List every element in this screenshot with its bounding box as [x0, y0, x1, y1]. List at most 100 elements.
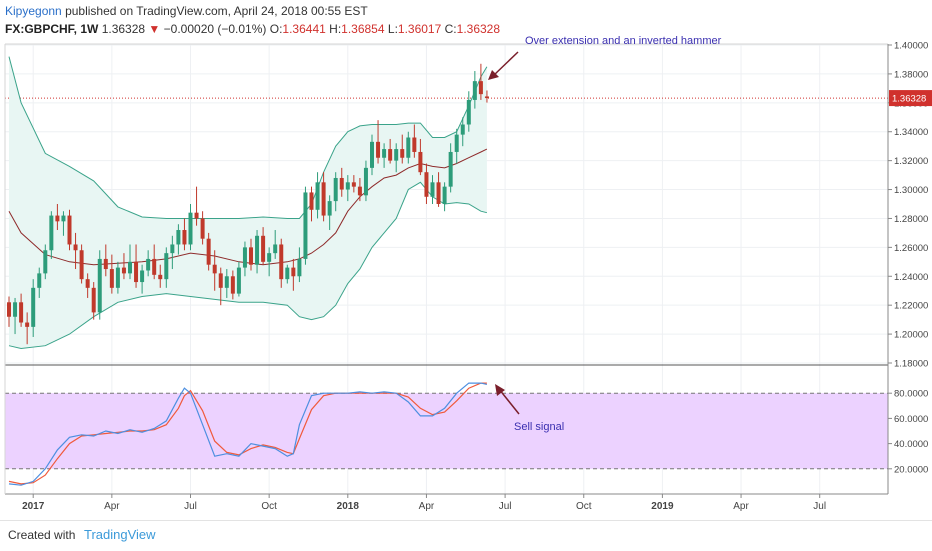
candle-body [388, 149, 393, 161]
time-tick-label: Apr [104, 501, 120, 512]
candle-body [430, 182, 435, 197]
candle [333, 172, 338, 212]
candle-body [146, 258, 151, 271]
low-value: 1.36017 [397, 22, 442, 36]
candle-body [376, 141, 381, 158]
time-tick-label: Jul [184, 501, 197, 512]
candle-body [61, 215, 66, 222]
candle-body [394, 149, 399, 161]
candle-body [37, 273, 42, 288]
candle-body [128, 261, 132, 274]
candle [158, 264, 163, 288]
candle [309, 186, 314, 222]
candle-body [67, 215, 72, 245]
candle-body [345, 182, 350, 190]
candle-body [291, 267, 296, 277]
current-price-tag [889, 90, 932, 107]
candle-body [164, 253, 169, 280]
candle [140, 264, 145, 294]
annotation-sell-signal: Sell signal [514, 421, 564, 433]
candle-body [170, 244, 175, 254]
candle [351, 175, 356, 193]
candle-body [351, 182, 356, 187]
candle [418, 138, 423, 176]
candle-body [406, 137, 411, 158]
time-tick-label: Apr [733, 501, 749, 512]
price-tick-label: 1.20000 [894, 330, 928, 341]
candle-body [303, 192, 308, 259]
current-price-label: 1.36328 [892, 94, 926, 105]
candle-body [363, 167, 368, 196]
candle [79, 244, 84, 284]
candle [188, 204, 193, 251]
price-tick-label: 1.28000 [894, 214, 928, 225]
bollinger-basis-line [8, 148, 488, 266]
footer: Created with TradingView [0, 520, 932, 551]
candle [448, 143, 453, 193]
candle-body [418, 151, 423, 173]
candle-body [285, 267, 290, 280]
candle [345, 175, 350, 202]
price-tick-label: 1.30000 [894, 185, 928, 196]
stochastic-pane [5, 382, 888, 486]
price-tick-label: 1.32000 [894, 156, 928, 167]
candle [200, 211, 205, 245]
candle-body [442, 186, 447, 204]
candle-body [140, 270, 145, 283]
candle [357, 177, 362, 202]
down-arrow-icon: ▼ [148, 22, 161, 36]
candle-body [115, 267, 120, 288]
time-tick-label: Apr [419, 501, 435, 512]
candle [273, 230, 278, 259]
candle [261, 227, 266, 265]
candle [388, 138, 393, 164]
candle [13, 297, 18, 335]
candle [37, 267, 42, 298]
candle-body [255, 235, 260, 265]
candle [430, 175, 435, 204]
candle [19, 293, 24, 327]
candle-body [188, 212, 193, 245]
candle [242, 241, 247, 277]
tradingview-logo[interactable]: TradingView [84, 527, 156, 542]
chart-canvas[interactable]: 1.400001.380001.360001.340001.320001.300… [0, 0, 932, 520]
candle-body [382, 149, 387, 158]
close-value: 1.36328 [456, 22, 501, 36]
last-price: 1.36328 [101, 22, 146, 36]
annotation-overextension: Over extension and an inverted hammer [525, 35, 722, 47]
candle-body [333, 177, 338, 202]
candle [382, 143, 387, 168]
candle [406, 131, 411, 164]
candle [303, 186, 308, 265]
candle [230, 270, 235, 300]
price-tick-label: 1.22000 [894, 301, 928, 312]
price-tick-label: 1.38000 [894, 69, 928, 80]
candle-body [454, 134, 459, 152]
candle-body [152, 258, 157, 275]
candle [212, 250, 217, 291]
candle-body [448, 151, 453, 187]
candle-body [297, 258, 302, 277]
candle [67, 209, 72, 251]
candle-body [309, 192, 314, 210]
candle-body [121, 267, 126, 274]
candle [97, 250, 102, 320]
candle-body [13, 302, 18, 317]
candle-body [85, 279, 90, 288]
candle-body [242, 247, 247, 268]
candle-body [218, 273, 223, 288]
candle [315, 172, 320, 219]
time-tick-label: Jul [813, 501, 826, 512]
time-tick-label: 2018 [337, 501, 360, 512]
candle [370, 134, 374, 176]
candle [31, 279, 36, 337]
arrow-head-icon [488, 70, 499, 80]
candle-body [484, 96, 489, 99]
author-name[interactable]: Kipyegonn [5, 4, 62, 18]
symbol-label[interactable]: FX:GBPCHF, 1W [5, 22, 99, 36]
candle-body [109, 269, 114, 288]
candle-body [261, 235, 266, 262]
price-tick-label: 1.18000 [894, 359, 928, 370]
candle [297, 247, 302, 283]
price-tick-label: 1.40000 [894, 41, 928, 52]
